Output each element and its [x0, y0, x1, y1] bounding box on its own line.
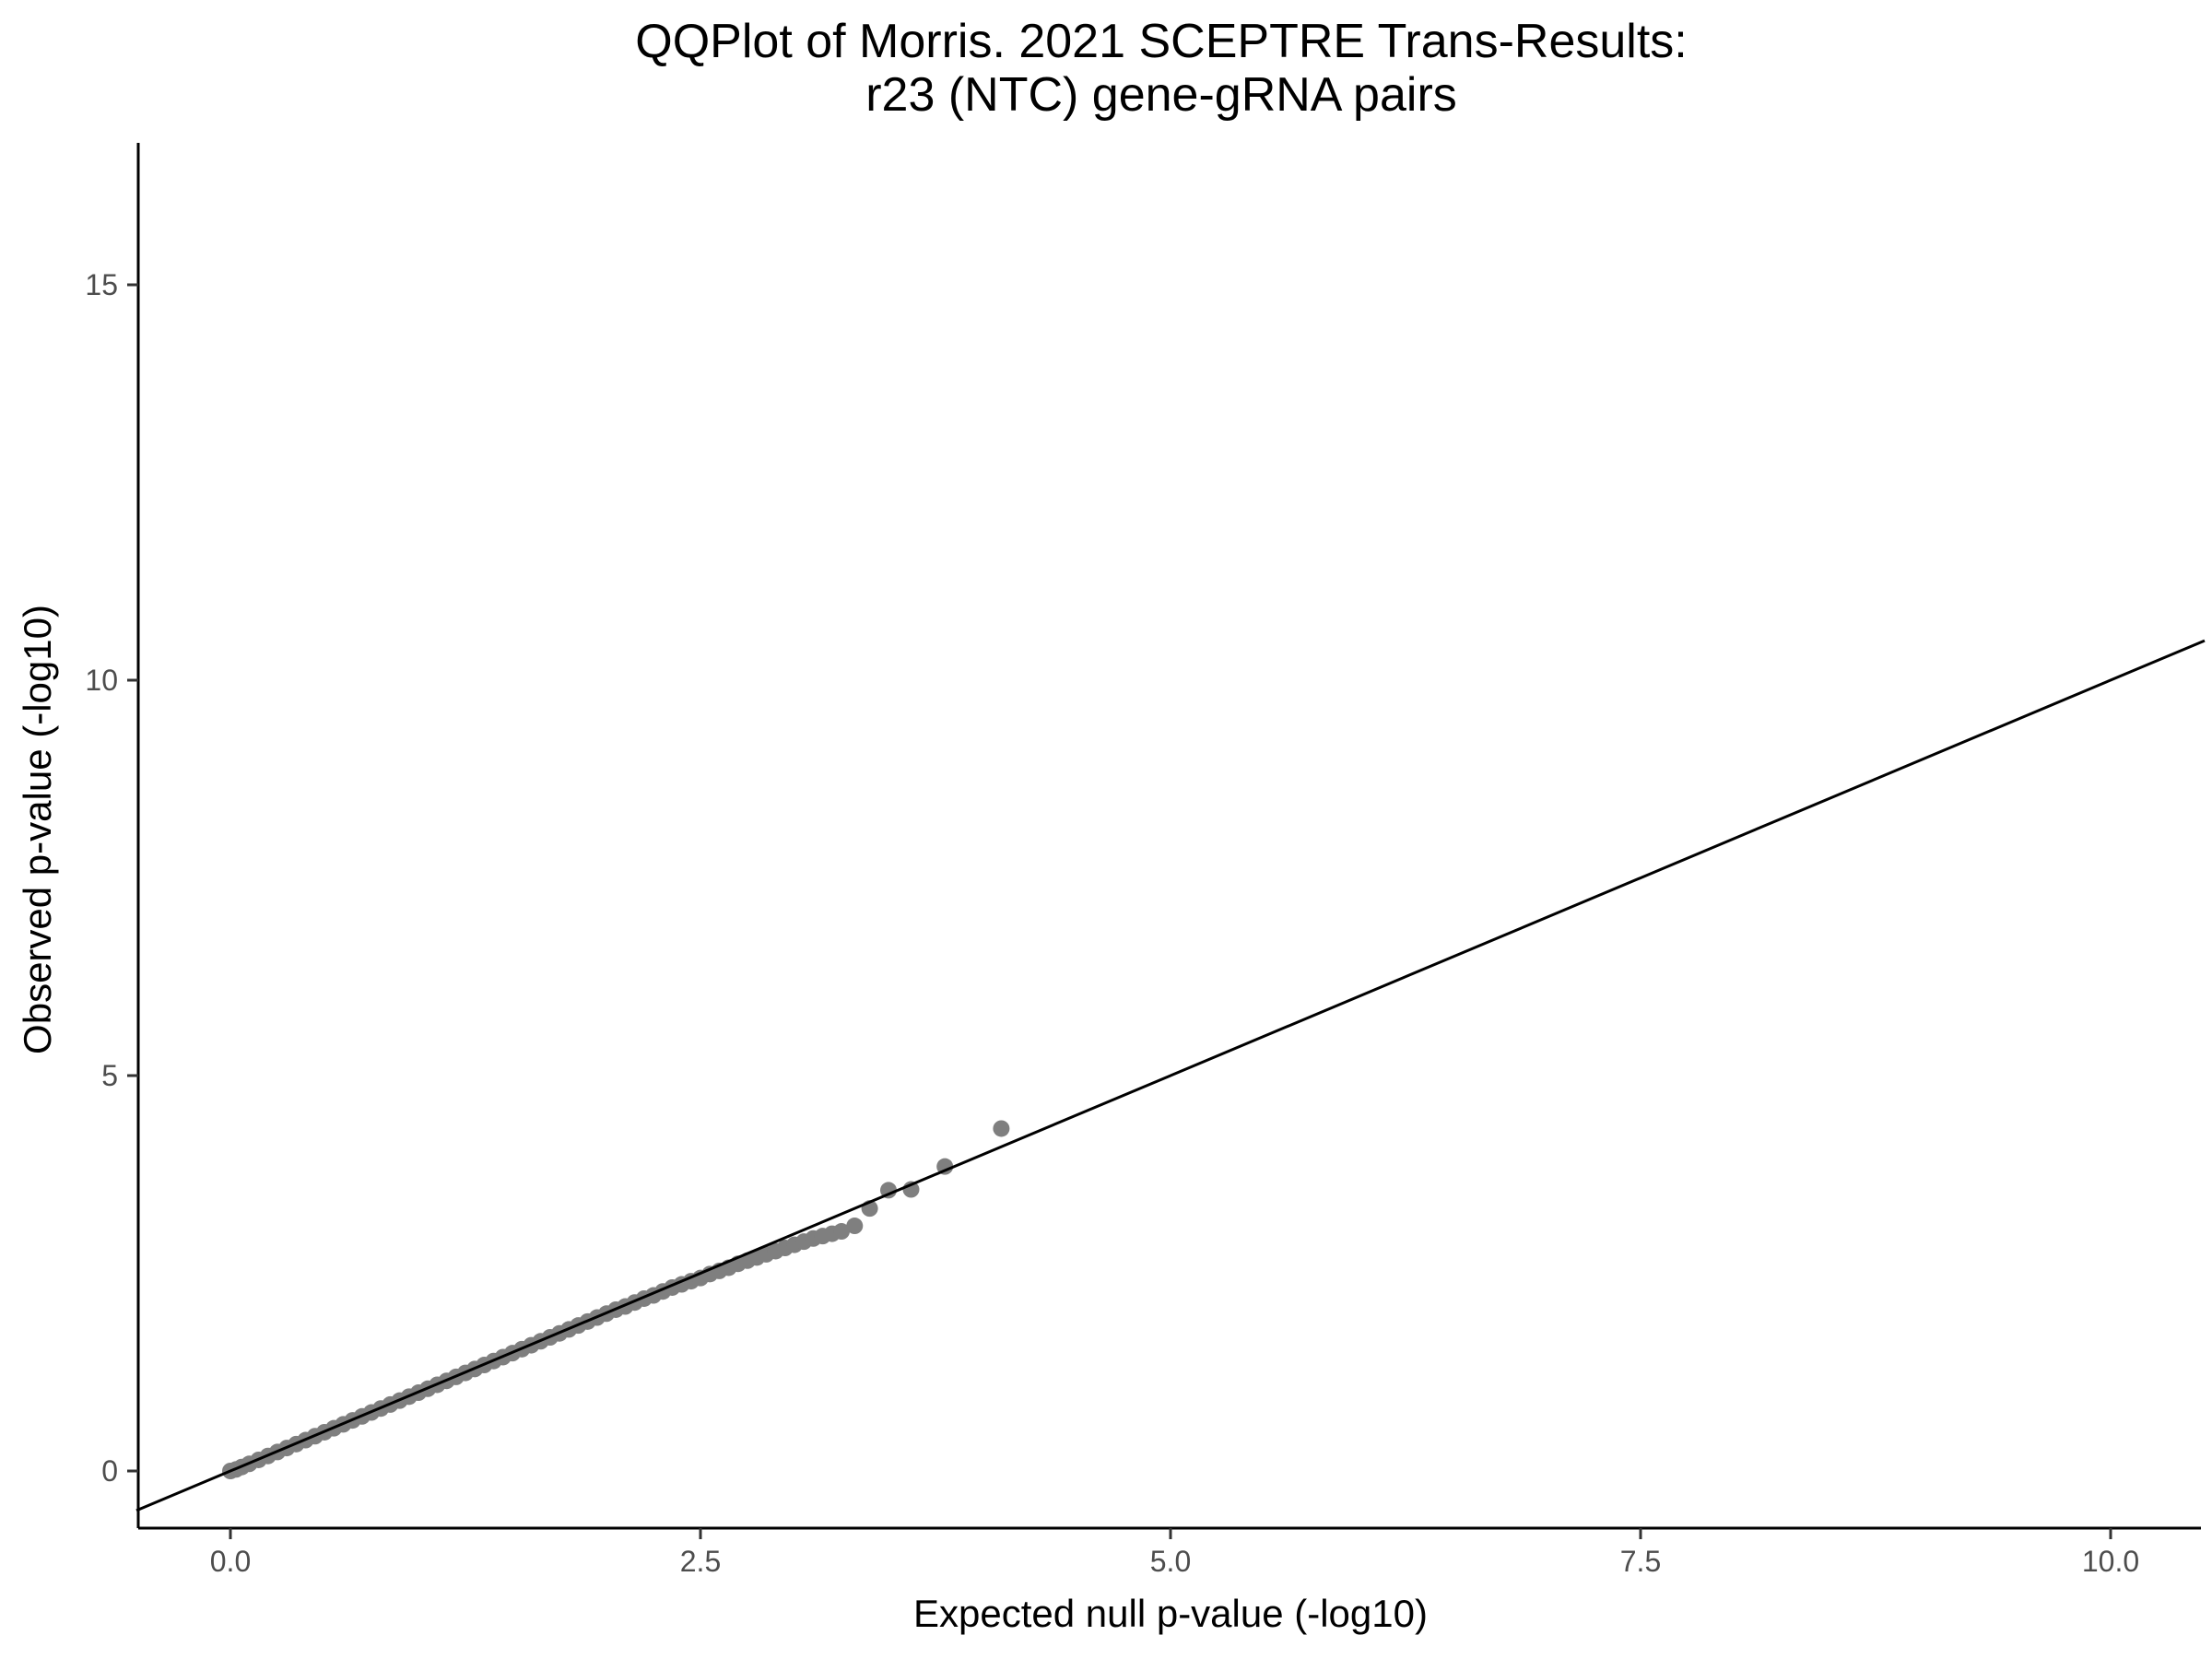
- x-ticks: 0.0 2.5 5.0 7.5 10.0: [210, 1528, 2139, 1578]
- x-tick-label: 10.0: [2082, 1545, 2139, 1578]
- chart-subtitle: r23 (NTC) gene-gRNA pairs: [865, 68, 1457, 122]
- data-point: [833, 1223, 850, 1241]
- reference-line-layer: [135, 639, 2206, 1512]
- chart-title: QQPlot of Morris. 2021 SCEPTRE Trans-Res…: [635, 15, 1687, 68]
- x-tick-label: 2.5: [680, 1545, 721, 1578]
- y-tick-label: 0: [101, 1454, 118, 1488]
- x-tick-label: 5.0: [1150, 1545, 1191, 1578]
- x-tick-label: 7.5: [1620, 1545, 1661, 1578]
- y-tick-label: 10: [85, 664, 118, 697]
- y-ticks: 0 5 10 15: [85, 268, 138, 1488]
- data-point: [936, 1158, 954, 1175]
- x-tick-label: 0.0: [210, 1545, 251, 1578]
- y-tick-label: 5: [101, 1059, 118, 1092]
- data-point: [993, 1120, 1010, 1137]
- data-point: [880, 1182, 897, 1199]
- y-tick-label: 15: [85, 268, 118, 301]
- y-axis-label: Observed p-value (-log10): [16, 605, 59, 1054]
- data-point: [846, 1218, 864, 1235]
- reference-line: [135, 639, 2206, 1512]
- x-axis-label: Expected null p-value (-log10): [913, 1592, 1428, 1635]
